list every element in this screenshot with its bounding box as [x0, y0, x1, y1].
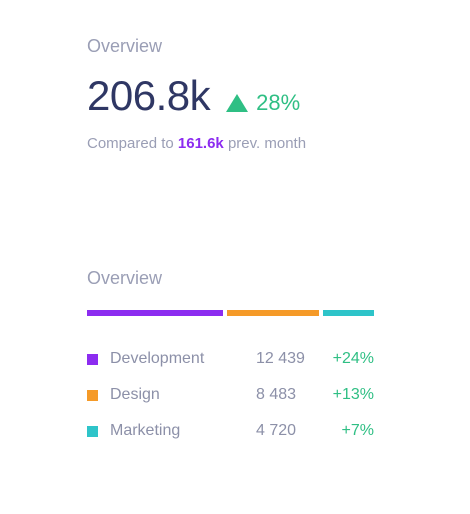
design-swatch-icon: [87, 389, 98, 401]
compare-value: 161.6k: [177, 135, 224, 152]
kpi-row: 206.8k 28%: [87, 69, 387, 119]
legend-count: 8 483: [256, 386, 297, 403]
compare-prefix: Compared to: [87, 135, 174, 152]
legend-count: 12 439: [256, 350, 305, 367]
legend-delta: +13%: [332, 386, 374, 403]
comparison-text: Compared to 161.6k prev. month: [87, 135, 387, 153]
overview-breakdown-card: Overview Development 12 439 +24% Design …: [87, 267, 374, 449]
legend-count: 4 720: [256, 422, 297, 439]
kpi-delta: 28%: [226, 91, 300, 115]
up-triangle-icon: [226, 94, 249, 112]
legend-label: Design: [110, 386, 160, 403]
development-swatch-icon: [87, 353, 98, 365]
legend-delta: +7%: [341, 422, 374, 439]
kpi-value: 206.8k: [87, 72, 211, 119]
overview-title: Overview: [87, 36, 163, 56]
bar-segment-development: [87, 310, 223, 316]
compare-suffix: prev. month: [227, 135, 307, 152]
stacked-progress-bar: [87, 310, 374, 316]
legend-item-development: Development 12 439 +24%: [87, 341, 374, 377]
breakdown-title: Overview: [87, 268, 163, 288]
legend-item-marketing: Marketing 4 720 +7%: [87, 413, 374, 449]
legend-list: Development 12 439 +24% Design 8 483 +13…: [87, 341, 374, 449]
marketing-swatch-icon: [87, 425, 98, 437]
legend-label: Development: [110, 350, 205, 367]
legend-delta: +24%: [332, 350, 374, 367]
legend-label: Marketing: [110, 422, 181, 439]
bar-segment-design: [227, 310, 319, 316]
kpi-delta-value: 28%: [256, 90, 301, 115]
legend-item-design: Design 8 483 +13%: [87, 377, 374, 413]
overview-summary-card: Overview 206.8k 28% Compared to 161.6k p…: [87, 35, 387, 153]
bar-segment-marketing: [323, 310, 374, 316]
